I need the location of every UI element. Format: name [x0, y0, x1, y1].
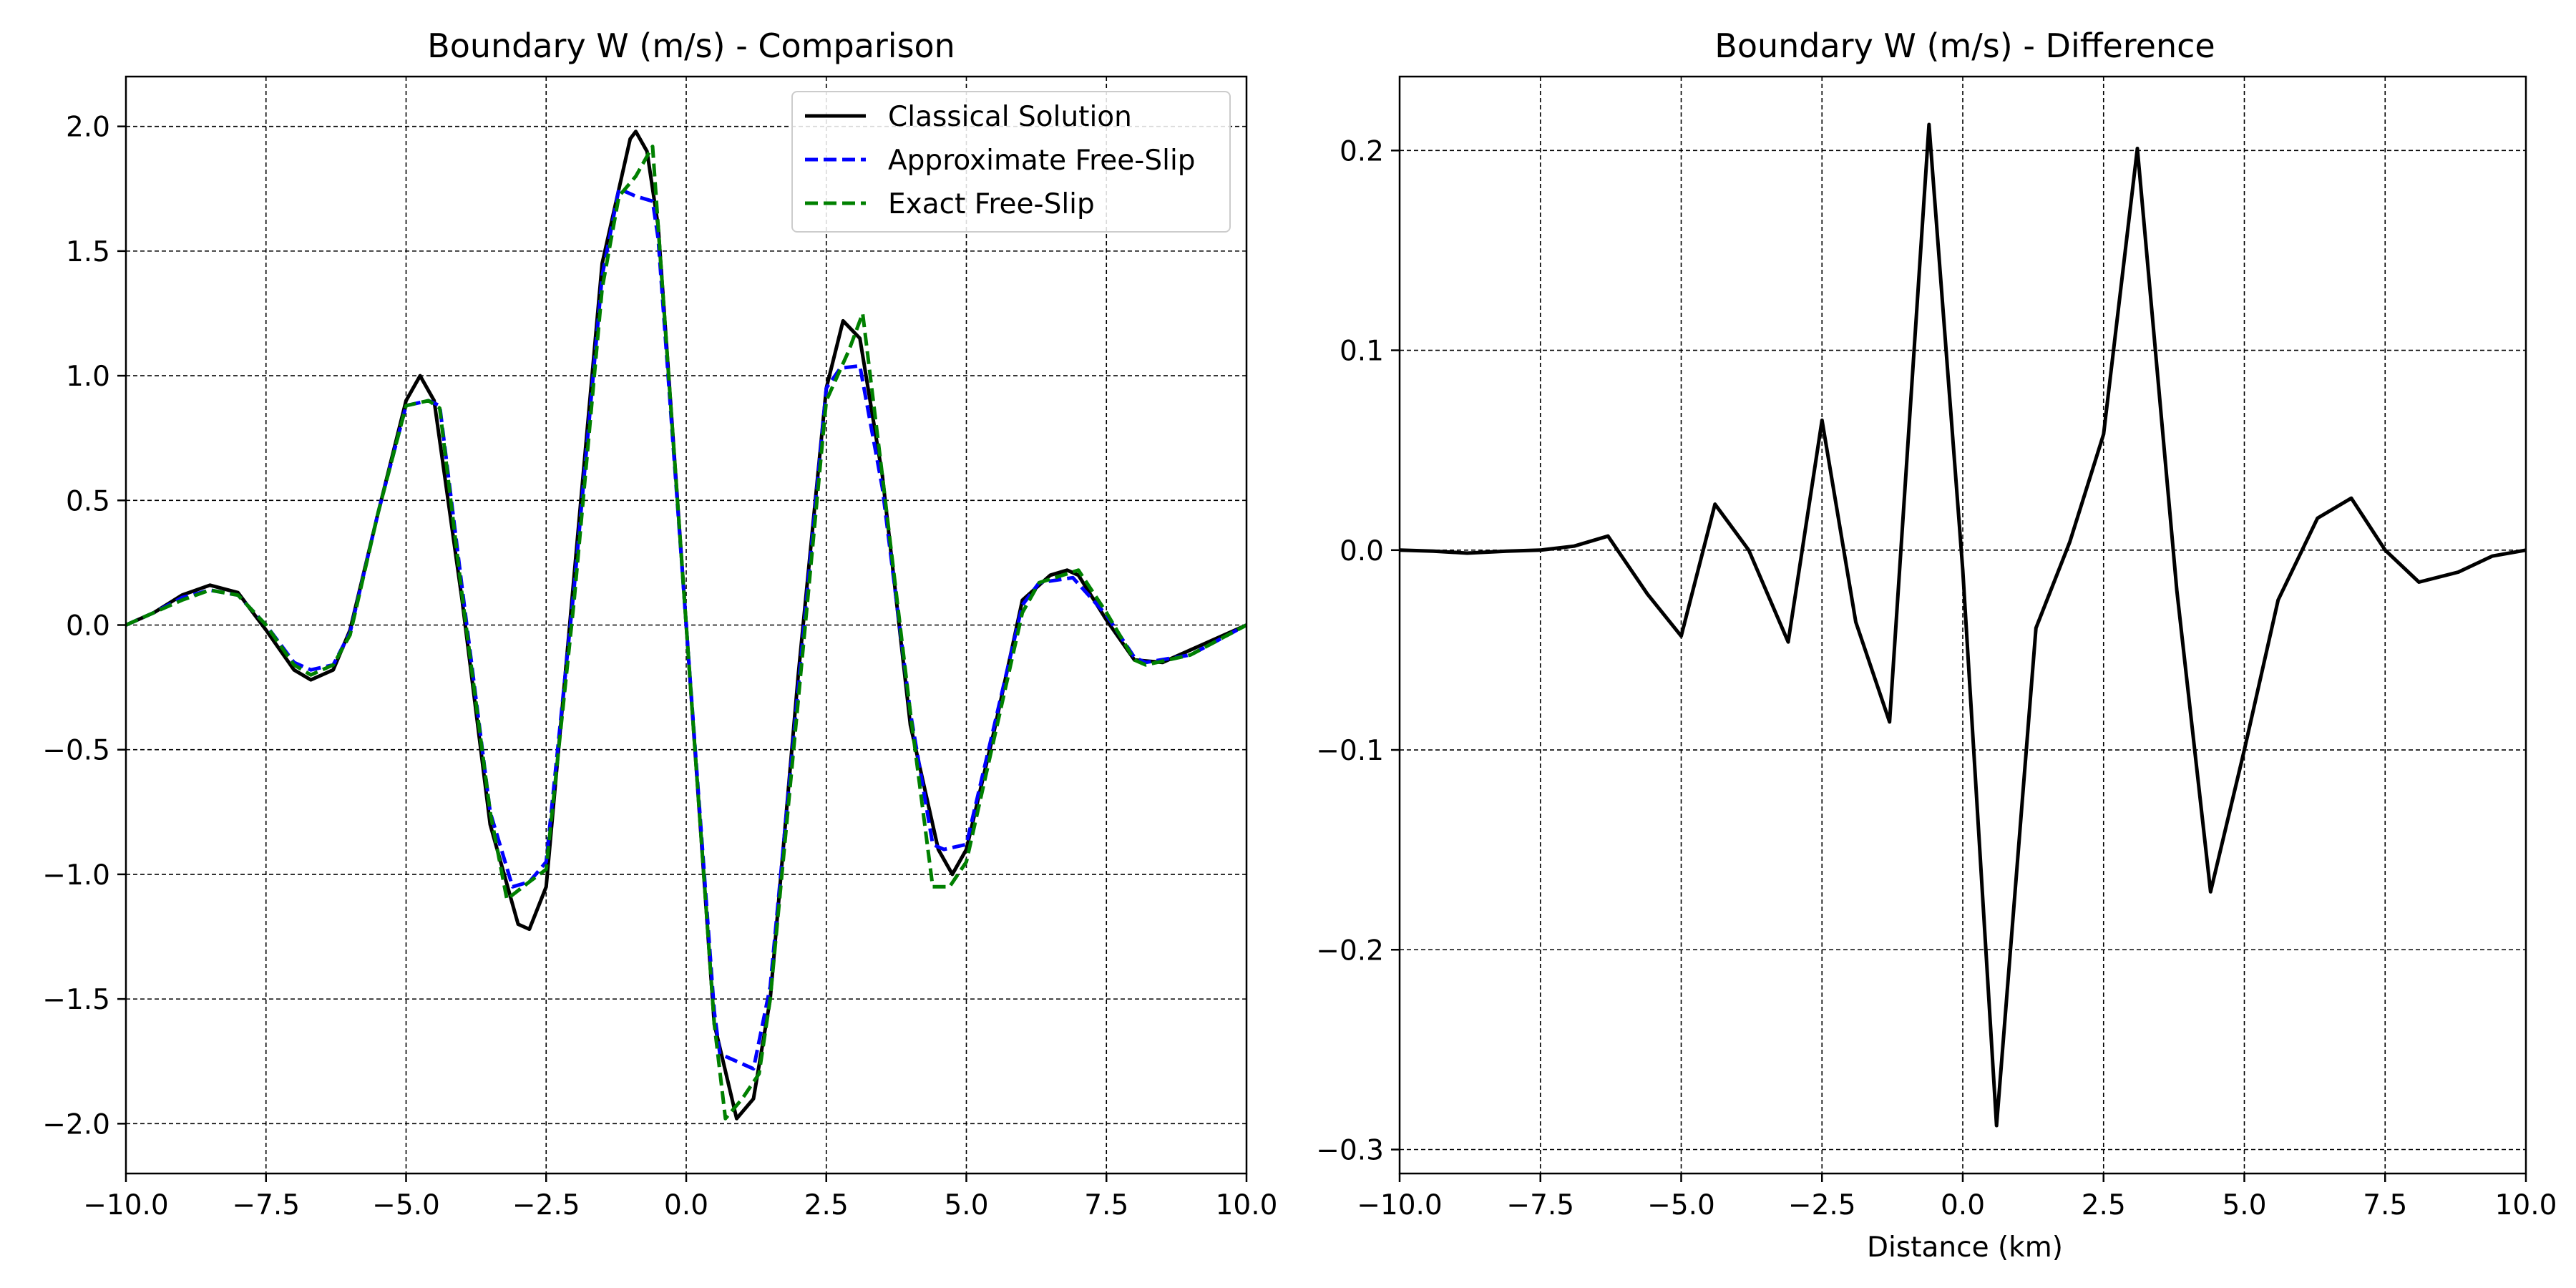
y-tick-label: 0.0 — [1340, 535, 1384, 567]
y-tick-label: −0.5 — [42, 735, 110, 767]
x-tick-label: −5.0 — [372, 1189, 440, 1221]
difference-line — [1399, 122, 2527, 1128]
x-tick-label: −2.5 — [1788, 1189, 1856, 1221]
legend-label-approximate: Approximate Free-Slip — [888, 145, 1196, 177]
y-tick-label: −1.5 — [42, 984, 110, 1016]
x-tick-label: 10.0 — [1216, 1189, 1278, 1221]
x-axis-label: Distance (km) — [1867, 1231, 2063, 1264]
x-axis-ticks: −10.0 −7.5 −5.0 −2.5 0.0 2.5 5.0 7.5 10.0 — [83, 1174, 1277, 1221]
comparison-chart: Boundary W (m/s) - Comparison −10.0 −7.5−… — [42, 26, 1277, 1221]
x-tick-label: −7.5 — [232, 1189, 300, 1221]
exact-free-slip-line — [125, 145, 1248, 1121]
y-tick-label: 1.5 — [66, 236, 110, 268]
axes-frame — [1398, 75, 2527, 1175]
chart-title: Boundary W (m/s) - Difference — [1714, 26, 2215, 65]
y-tick-label: −0.2 — [1316, 935, 1384, 967]
y-tick-label: 2.0 — [66, 112, 110, 144]
y-tick-label: 1.0 — [66, 361, 110, 393]
x-tick-label: 5.0 — [944, 1189, 988, 1221]
x-tick-label: 7.5 — [1084, 1189, 1128, 1221]
x-tick-label: −7.5 — [1506, 1189, 1574, 1221]
y-tick-label: −2.0 — [42, 1108, 110, 1141]
legend-label-classical: Classical Solution — [888, 101, 1132, 133]
y-tick-label: 0.0 — [66, 610, 110, 643]
legend-label-exact: Exact Free-Slip — [888, 188, 1095, 220]
x-tick-label: 2.5 — [804, 1189, 849, 1221]
x-tick-label: 2.5 — [2082, 1189, 2126, 1221]
y-tick-label: 0.5 — [66, 485, 110, 517]
x-tick-label: 0.0 — [1941, 1189, 1985, 1221]
legend-box — [791, 91, 1231, 233]
x-tick-label: −10.0 — [83, 1189, 169, 1221]
axes-frame — [125, 75, 1248, 1175]
difference-chart: Boundary W (m/s) - Difference −10.0 −7.5−… — [1316, 26, 2557, 1264]
x-tick-label: −5.0 — [1647, 1189, 1715, 1221]
x-tick-label: 0.0 — [664, 1189, 708, 1221]
grid-lines — [1399, 77, 2527, 1174]
x-tick-label: 10.0 — [2495, 1189, 2557, 1221]
x-tick-label: 5.0 — [2222, 1189, 2266, 1221]
chart-title: Boundary W (m/s) - Comparison — [427, 26, 955, 65]
y-axis-ticks: −2.0 −1.5 −1.0 −0.5 0.0 0.5 1.0 1.5 2.0 — [42, 112, 126, 1141]
grid-lines — [125, 77, 1247, 1174]
y-tick-label: −0.3 — [1316, 1134, 1384, 1166]
x-tick-label: −2.5 — [512, 1189, 580, 1221]
y-tick-label: −1.0 — [42, 859, 110, 892]
y-tick-label: 0.1 — [1340, 336, 1384, 368]
plot-area — [125, 130, 1248, 1121]
y-tick-label: −0.1 — [1316, 735, 1384, 767]
plot-area — [1399, 122, 2527, 1128]
y-axis-ticks: −0.3 −0.2 −0.1 0.0 0.1 0.2 — [1316, 135, 1400, 1166]
legend: Classical Solution Approximate Free-Slip… — [791, 91, 1231, 233]
y-tick-label: 0.2 — [1340, 135, 1384, 167]
x-tick-label: 7.5 — [2363, 1189, 2407, 1221]
x-tick-label: −10.0 — [1357, 1189, 1443, 1221]
x-axis-ticks: −10.0 −7.5 −5.0 −2.5 0.0 2.5 5.0 7.5 10.0 — [1357, 1174, 2557, 1221]
